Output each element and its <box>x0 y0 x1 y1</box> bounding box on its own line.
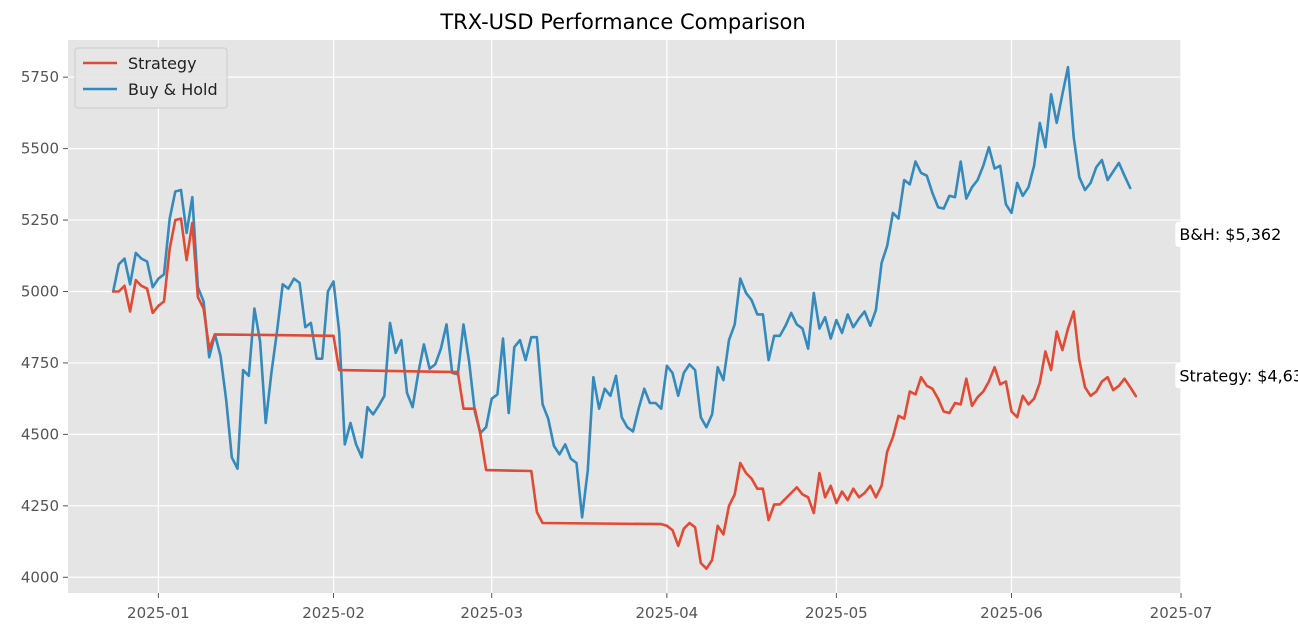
value-annotation: Strategy: $4,634 <box>1175 363 1298 389</box>
legend: Strategy Buy & Hold <box>74 47 228 109</box>
y-tick-label: 4250 <box>21 497 59 515</box>
chart-title: TRX-USD Performance Comparison <box>439 10 805 34</box>
x-axis-ticks: 2025-01 2025-02 2025-03 2025-04 2025-05 2025-… <box>127 593 1212 622</box>
plot-area <box>68 40 1181 593</box>
annotations: B&H: $5,362 Strategy: $4,634 <box>1175 221 1298 389</box>
x-tick-label: 2025-02 <box>302 604 365 622</box>
x-tick-label: 2025-04 <box>636 604 699 622</box>
y-axis-ticks: 4000 4250 4500 4750 5000 5250 5500 5750 <box>21 68 68 586</box>
series-line-strategy <box>111 217 1138 570</box>
y-tick-label: 5500 <box>21 140 59 158</box>
value-annotation: B&H: $5,362 <box>1175 221 1286 247</box>
annotation-label: B&H: $5,362 <box>1179 225 1281 244</box>
series-line-buy-hold <box>111 65 1132 519</box>
y-tick-label: 5000 <box>21 282 59 300</box>
y-tick-label: 4000 <box>21 568 59 586</box>
legend-label: Strategy <box>128 54 197 73</box>
grid <box>68 40 1182 593</box>
x-tick-label: 2025-01 <box>127 604 190 622</box>
x-tick-label: 2025-05 <box>805 604 868 622</box>
x-tick-label: 2025-07 <box>1150 604 1213 622</box>
series-lines <box>111 65 1138 570</box>
x-tick-label: 2025-06 <box>980 604 1043 622</box>
y-tick-label: 4750 <box>21 354 59 372</box>
x-tick-label: 2025-03 <box>460 604 523 622</box>
y-tick-label: 5250 <box>21 211 59 229</box>
annotation-box <box>1175 363 1298 389</box>
y-tick-label: 4500 <box>21 425 59 443</box>
y-tick-label: 5750 <box>21 68 59 86</box>
annotation-box <box>1175 221 1286 247</box>
annotation-label: Strategy: $4,634 <box>1179 366 1298 385</box>
legend-label: Buy & Hold <box>128 80 218 99</box>
